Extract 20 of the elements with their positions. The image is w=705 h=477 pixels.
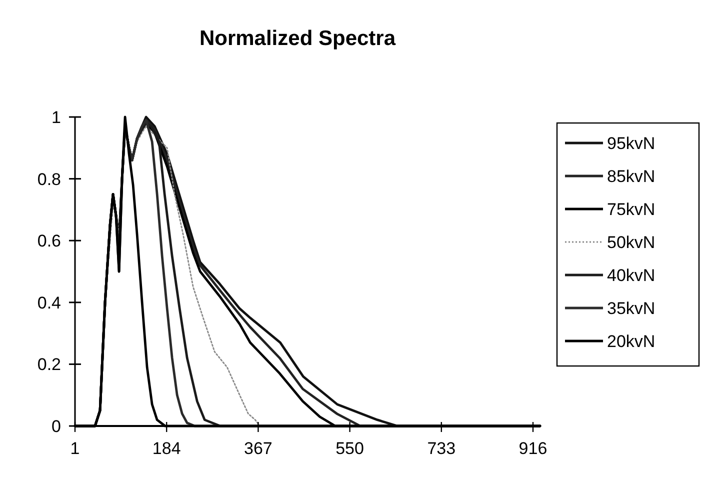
y-tick-label: 0.8 [37,170,61,189]
x-tick-label: 550 [336,439,364,458]
legend-label: 20kvN [607,332,656,351]
y-tick-label: 1 [52,108,61,127]
chart-title: Normalized Spectra [199,27,396,50]
y-tick-label: 0.4 [37,293,61,312]
x-tick-label: 1 [70,439,80,458]
legend-label: 50kvN [607,232,656,252]
x-tick-label: 733 [427,439,456,458]
y-tick-label: 0.2 [37,355,61,374]
legend-label: 35kvN [607,298,656,318]
y-tick-label: 0.6 [37,232,61,251]
x-tick-label: 184 [152,439,181,458]
legend-label: 40kvN [607,266,656,285]
legend-label: 95kvN [607,134,656,153]
y-tick-label: 0 [52,416,61,436]
legend-label: 75kvN [607,200,656,219]
x-tick-label: 916 [518,439,548,458]
legend-label: 85kvN [607,166,656,186]
x-tick-label: 367 [244,439,272,458]
